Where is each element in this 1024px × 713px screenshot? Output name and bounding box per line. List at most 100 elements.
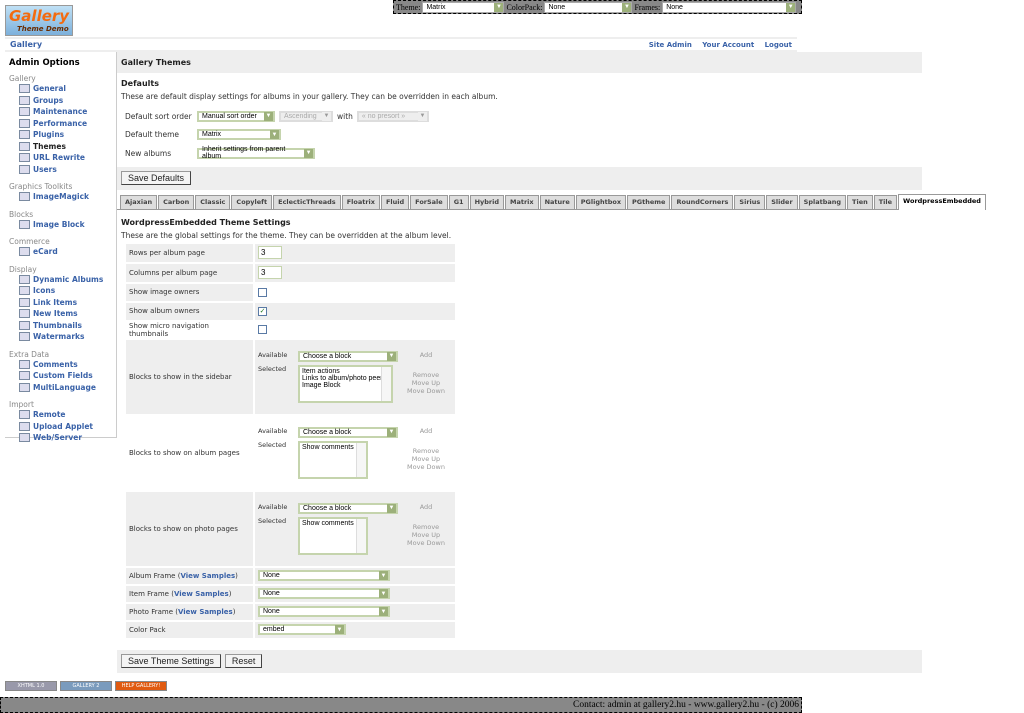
sidebar-item-label[interactable]: Thumbnails (33, 320, 82, 330)
colorpack-select[interactable]: None ▼ (544, 1, 633, 13)
sidebar-item-label[interactable]: Web/Server (33, 433, 83, 443)
sidebar-item-general[interactable]: General (9, 83, 112, 95)
sidebar-item-thumbnails[interactable]: Thumbnails (9, 320, 112, 332)
selected-blocks-list[interactable]: Show comments (298, 440, 368, 479)
sidebar-item-url-rewrite[interactable]: URL Rewrite (9, 152, 112, 164)
tab-eclecticthreads[interactable]: EclecticThreads (273, 194, 341, 209)
tab-pglightbox[interactable]: PGlightbox (575, 194, 627, 209)
sidebar-item-label[interactable]: eCard (33, 247, 58, 257)
tab-copyleft[interactable]: Copyleft (231, 194, 273, 209)
remove-block-button[interactable]: Remove (412, 370, 440, 379)
tab-splatbang[interactable]: Splatbang (798, 194, 847, 209)
tab-matrix[interactable]: Matrix (504, 194, 539, 209)
list-item[interactable]: Show comments (302, 443, 354, 451)
gallery2-badge[interactable]: GALLERY 2 (60, 681, 112, 691)
sidebar-item-label[interactable]: Performance (33, 118, 88, 128)
sidebar-item-label[interactable]: New Items (33, 309, 78, 319)
move-up-button[interactable]: Move Up (411, 378, 441, 387)
sidebar-item-comments[interactable]: Comments (9, 359, 112, 371)
tab-forsale[interactable]: ForSale (410, 194, 448, 209)
list-item[interactable]: Item actions (302, 367, 340, 375)
sidebar-item-icons[interactable]: Icons (9, 285, 112, 297)
tab-wordpressembedded[interactable]: WordpressEmbedded (898, 193, 986, 210)
tab-g1[interactable]: G1 (448, 194, 469, 209)
add-block-button[interactable]: Add (419, 350, 433, 359)
sidebar-item-imagemagick[interactable]: ImageMagick (9, 191, 112, 203)
item-frame-select[interactable]: None ▼ (258, 588, 390, 599)
view-samples-link[interactable]: View Samples (180, 571, 236, 580)
sidebar-item-themes[interactable]: Themes (9, 141, 112, 153)
sidebar-item-label[interactable]: Groups (33, 95, 64, 105)
sidebar-item-maintenance[interactable]: Maintenance (9, 106, 112, 118)
sidebar-item-watermarks[interactable]: Watermarks (9, 331, 112, 343)
sidebar-item-label[interactable]: Plugins (33, 130, 65, 140)
tab-hybrid[interactable]: Hybrid (469, 194, 504, 209)
xhtml-badge[interactable]: XHTML 1.0 (5, 681, 57, 691)
scrollbar[interactable] (381, 366, 391, 401)
sidebar-item-multilanguage[interactable]: MultiLanguage (9, 382, 112, 394)
sidebar-item-image-block[interactable]: Image Block (9, 219, 112, 231)
help-gallery-badge[interactable]: HELP GALLERY! (115, 681, 167, 691)
add-block-button[interactable]: Add (419, 426, 433, 435)
micro-nav-checkbox[interactable] (258, 325, 267, 334)
scrollbar[interactable] (356, 518, 366, 553)
sidebar-item-new-items[interactable]: New Items (9, 308, 112, 320)
logout-link[interactable]: Logout (764, 41, 792, 49)
sidebar-item-label[interactable]: Image Block (33, 219, 85, 229)
sidebar-item-label[interactable]: Link Items (33, 297, 78, 307)
sidebar-item-dynamic-albums[interactable]: Dynamic Albums (9, 274, 112, 286)
new-albums-select[interactable]: Inherit settings from parent album ▼ (197, 146, 315, 160)
remove-block-button[interactable]: Remove (412, 522, 440, 531)
sidebar-item-label[interactable]: General (33, 84, 66, 94)
available-block-select[interactable]: Choose a block ▼ (298, 350, 398, 362)
sidebar-item-performance[interactable]: Performance (9, 118, 112, 130)
gallery-logo[interactable]: Gallery Theme Demo (5, 5, 73, 36)
show-album-owners-checkbox[interactable]: ✓ (258, 306, 267, 316)
sidebar-item-label[interactable]: Maintenance (33, 107, 88, 117)
rows-input[interactable] (258, 246, 282, 259)
sidebar-item-label[interactable]: MultiLanguage (33, 382, 96, 392)
sidebar-item-label[interactable]: ImageMagick (33, 192, 90, 202)
save-theme-settings-button[interactable]: Save Theme Settings (121, 654, 221, 668)
theme-select[interactable]: Matrix ▼ (422, 1, 505, 13)
list-item[interactable]: Image Block (302, 381, 341, 389)
selected-blocks-list[interactable]: Item actions Links to album/photo peers Im… (298, 364, 393, 403)
album-frame-select[interactable]: None ▼ (258, 570, 390, 581)
move-up-button[interactable]: Move Up (411, 530, 441, 539)
scrollbar[interactable] (356, 442, 366, 477)
sidebar-item-link-items[interactable]: Link Items (9, 297, 112, 309)
tab-floatrix[interactable]: Floatrix (341, 194, 380, 209)
move-down-button[interactable]: Move Down (407, 386, 445, 395)
tab-fluid[interactable]: Fluid (380, 194, 410, 209)
sidebar-item-label[interactable]: Custom Fields (33, 371, 93, 381)
sidebar-item-plugins[interactable]: Plugins (9, 129, 112, 141)
sidebar-item-label[interactable]: Icons (33, 286, 56, 296)
your-account-link[interactable]: Your Account (702, 41, 755, 49)
move-down-button[interactable]: Move Down (407, 462, 445, 471)
sidebar-item-web-server[interactable]: Web/Server (9, 432, 112, 444)
sidebar-item-label[interactable]: Comments (33, 359, 78, 369)
sidebar-item-label[interactable]: Upload Applet (33, 421, 94, 431)
frames-select[interactable]: None ▼ (662, 1, 797, 13)
sidebar-item-ecard[interactable]: eCard (9, 246, 112, 258)
sort-order-select[interactable]: Manual sort order ▼ (197, 110, 275, 122)
tab-sirius[interactable]: Sirius (734, 194, 766, 209)
reset-button[interactable]: Reset (224, 654, 263, 668)
tab-ajaxian[interactable]: Ajaxian (120, 194, 158, 209)
add-block-button[interactable]: Add (419, 502, 433, 511)
tab-slider[interactable]: Slider (766, 194, 798, 209)
columns-input[interactable] (258, 266, 282, 279)
available-block-select[interactable]: Choose a block ▼ (298, 502, 398, 514)
save-defaults-button[interactable]: Save Defaults (121, 171, 192, 185)
move-up-button[interactable]: Move Up (411, 454, 441, 463)
sidebar-item-label[interactable]: URL Rewrite (33, 153, 85, 163)
breadcrumb-gallery[interactable]: Gallery (10, 40, 43, 49)
sidebar-item-label[interactable]: Users (33, 164, 57, 174)
tab-roundcorners[interactable]: RoundCorners (671, 194, 734, 209)
color-pack-select[interactable]: embed ▼ (258, 624, 346, 635)
remove-block-button[interactable]: Remove (412, 446, 440, 455)
sidebar-item-label[interactable]: Watermarks (33, 332, 85, 342)
tab-nature[interactable]: Nature (539, 194, 575, 209)
show-image-owners-checkbox[interactable] (258, 287, 267, 297)
photo-frame-select[interactable]: None ▼ (258, 606, 390, 617)
